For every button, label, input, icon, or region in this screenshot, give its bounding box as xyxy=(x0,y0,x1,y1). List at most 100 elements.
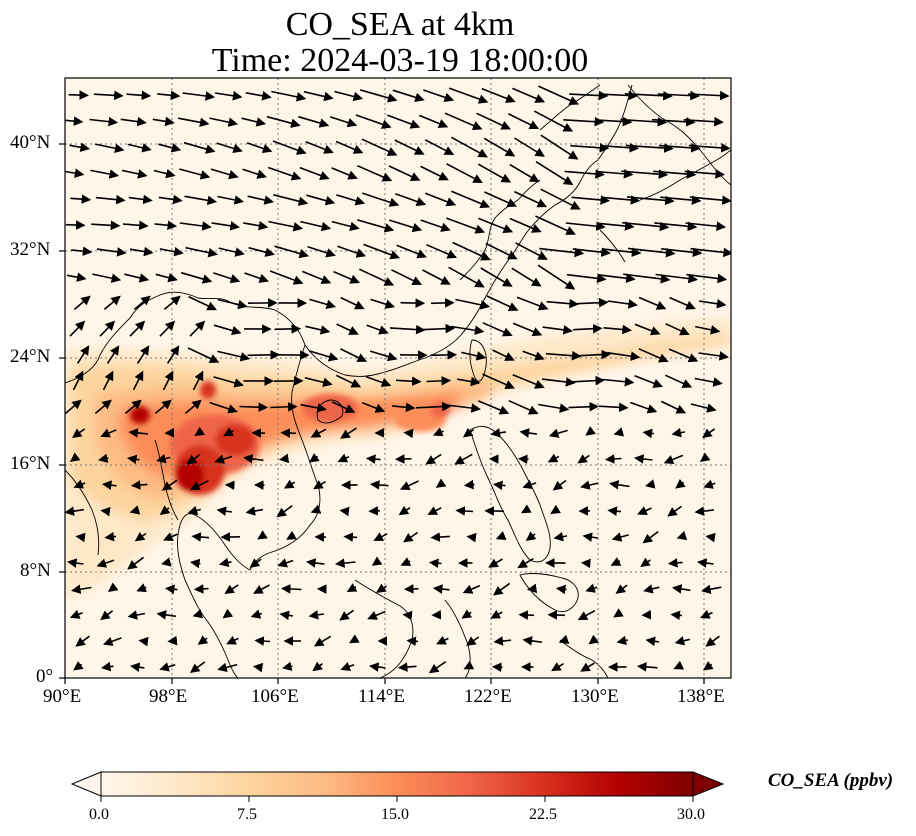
wind-arrow xyxy=(570,142,610,153)
wind-arrow xyxy=(569,90,609,101)
wind-arrow xyxy=(266,115,301,128)
wind-arrow xyxy=(179,221,212,231)
wind-arrow xyxy=(507,112,540,130)
wind-arrow xyxy=(615,584,628,594)
wind-arrow xyxy=(280,584,302,594)
wind-arrow xyxy=(102,370,114,391)
wind-arrow xyxy=(104,531,117,542)
wind-arrow xyxy=(368,506,381,516)
wind-arrow xyxy=(180,271,213,284)
wind-arrow xyxy=(653,169,697,179)
wind-arrow xyxy=(159,246,184,257)
wind-arrow xyxy=(426,376,452,386)
wind-arrow xyxy=(698,351,729,361)
wind-arrow xyxy=(515,242,548,260)
wind-arrow xyxy=(120,116,147,127)
lat-tick-label: 8°N xyxy=(20,560,51,581)
wind-arrow xyxy=(690,247,731,258)
wind-arrow xyxy=(271,90,307,102)
wind-arrow xyxy=(391,269,423,285)
wind-arrow xyxy=(455,506,474,516)
wind-arrow xyxy=(492,480,506,491)
wind-arrow xyxy=(363,243,400,260)
wind-arrow xyxy=(519,428,538,438)
wind-arrow xyxy=(395,376,422,387)
wind-arrow xyxy=(645,636,660,647)
wind-arrow xyxy=(448,266,485,288)
wind-arrow xyxy=(610,557,622,566)
wind-arrow xyxy=(69,142,90,152)
wind-arrow xyxy=(542,377,576,387)
wind-arrow xyxy=(476,112,511,130)
wind-arrow xyxy=(687,90,730,101)
wind-arrow xyxy=(674,636,690,646)
lat-tick-label: 16°N xyxy=(10,453,51,474)
wind-arrow xyxy=(485,242,518,260)
wind-arrow xyxy=(92,273,122,283)
wind-arrow xyxy=(252,662,264,673)
wind-arrow xyxy=(331,167,358,180)
wind-arrow xyxy=(636,662,658,672)
wind-arrow xyxy=(213,376,244,388)
wind-arrow xyxy=(611,532,629,542)
wind-arrow xyxy=(517,454,529,465)
wind-arrow xyxy=(253,584,270,594)
wind-arrow xyxy=(568,401,600,412)
wind-arrow xyxy=(415,401,452,412)
wind-arrow xyxy=(189,661,206,674)
wind-arrow xyxy=(274,245,310,259)
wind-arrow xyxy=(124,399,142,415)
wind-arrow xyxy=(340,661,355,671)
wind-arrow xyxy=(343,532,358,542)
wind-arrow xyxy=(90,169,120,179)
wind-arrow xyxy=(627,247,676,258)
wind-arrow xyxy=(665,323,690,336)
wind-arrow xyxy=(187,505,202,516)
wind-arrow xyxy=(542,325,573,335)
wind-arrow xyxy=(211,221,240,231)
wind-arrow xyxy=(521,504,532,514)
wind-arrow xyxy=(513,137,545,157)
wind-arrow xyxy=(340,348,368,362)
wind-arrow xyxy=(663,454,684,465)
wind-arrow xyxy=(121,169,148,179)
wind-arrow xyxy=(306,558,325,568)
wind-arrow xyxy=(537,264,576,290)
wind-arrow xyxy=(675,479,686,489)
wind-arrow xyxy=(703,479,716,489)
wind-arrow xyxy=(613,427,625,437)
wind-arrow xyxy=(399,480,419,490)
wind-arrow xyxy=(156,610,177,620)
wind-arrow xyxy=(282,661,293,671)
wind-arrow xyxy=(461,609,473,619)
wind-arrow xyxy=(308,453,320,463)
wind-arrow xyxy=(661,247,703,258)
wind-arrow xyxy=(216,142,243,154)
wind-arrow xyxy=(130,480,148,490)
wind-arrow xyxy=(340,296,365,310)
wind-arrow xyxy=(688,143,731,153)
wind-arrow xyxy=(272,140,307,155)
wind-arrow xyxy=(597,273,636,283)
wind-arrow xyxy=(307,245,336,258)
wind-arrow xyxy=(214,454,233,464)
wind-arrow xyxy=(705,532,716,543)
wind-arrow xyxy=(403,531,419,543)
wind-arrow xyxy=(278,453,290,464)
wind-arrow xyxy=(392,89,425,102)
wind-arrow xyxy=(522,636,543,646)
wind-arrow xyxy=(640,557,651,568)
wind-arrow xyxy=(571,195,611,205)
wind-arrow xyxy=(607,506,622,516)
lon-tick-label: 106°E xyxy=(251,686,299,707)
wind-arrow xyxy=(477,400,510,415)
wind-arrow xyxy=(129,505,141,515)
wind-arrow xyxy=(642,530,659,544)
lat-tick-label: 40°N xyxy=(10,132,51,153)
wind-arrow xyxy=(179,168,211,180)
wind-arrow xyxy=(577,609,596,621)
wind-arrow xyxy=(217,662,238,673)
wind-arrow xyxy=(690,403,717,413)
wind-arrow xyxy=(71,584,92,594)
wind-arrow xyxy=(540,134,579,160)
